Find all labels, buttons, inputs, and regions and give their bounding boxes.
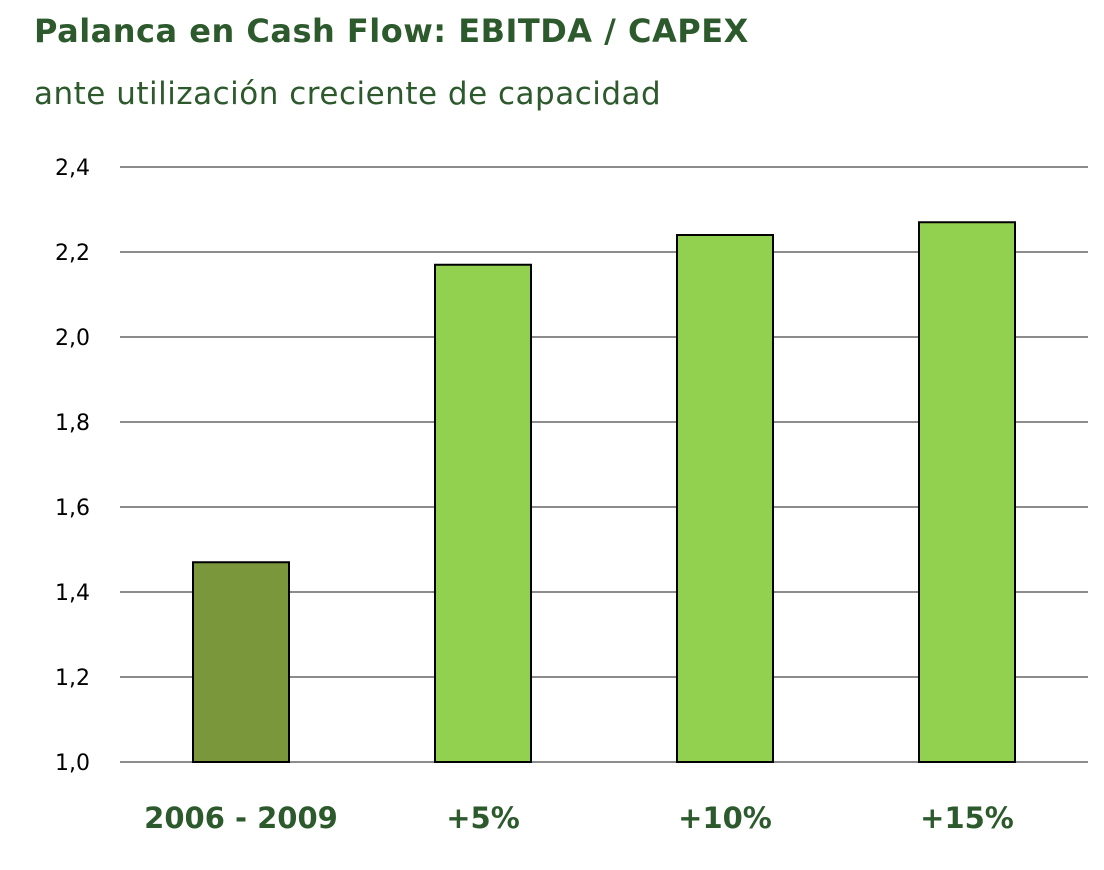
- bar: [676, 234, 774, 763]
- y-tick-label: 2,2: [55, 241, 90, 266]
- chart-title: Palanca en Cash Flow: EBITDA / CAPEX: [34, 12, 749, 50]
- bars: [192, 221, 1016, 763]
- y-tick-label: 1,0: [55, 751, 90, 776]
- y-tick-label: 1,6: [55, 496, 90, 521]
- y-axis-ticks: 1,0 1,2 1,4 1,6 1,8 2,0 2,2 2,4: [55, 156, 90, 776]
- y-tick-label: 1,2: [55, 666, 90, 691]
- x-tick-label: 2006 - 2009: [144, 801, 338, 835]
- y-tick-label: 2,0: [55, 326, 90, 351]
- bar: [918, 221, 1016, 763]
- bar: [434, 263, 532, 763]
- x-tick-label: +15%: [920, 801, 1014, 835]
- chart-subtitle: ante utilización creciente de capacidad: [34, 76, 662, 112]
- bar: [192, 561, 290, 763]
- y-tick-label: 2,4: [55, 156, 90, 181]
- x-axis-ticks: 2006 - 2009 +5% +10% +15%: [144, 801, 1014, 835]
- x-tick-label: +10%: [678, 801, 772, 835]
- y-tick-label: 1,8: [55, 411, 90, 436]
- y-tick-label: 1,4: [55, 581, 90, 606]
- x-tick-label: +5%: [446, 801, 520, 835]
